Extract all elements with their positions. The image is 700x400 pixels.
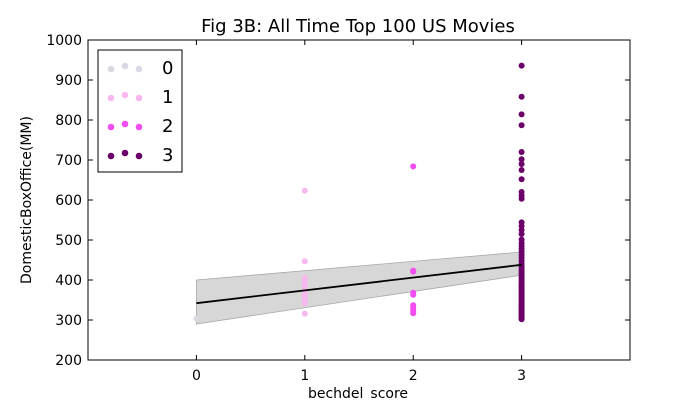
legend-marker-1 — [107, 94, 115, 102]
legend-marker-0 — [107, 65, 115, 73]
point-series-3 — [518, 122, 525, 129]
point-series-1 — [301, 310, 308, 317]
point-series-1 — [301, 300, 308, 307]
point-series-0 — [193, 315, 200, 322]
y-tick-label: 500 — [55, 233, 82, 249]
point-series-3 — [518, 93, 525, 100]
point-series-3 — [518, 167, 525, 173]
point-series-2 — [410, 163, 417, 170]
legend-label-2: 2 — [162, 116, 173, 137]
legend-label-3: 3 — [162, 145, 173, 166]
y-tick-label: 200 — [55, 353, 82, 369]
point-series-3 — [518, 195, 525, 202]
point-series-3 — [518, 111, 525, 118]
point-series-3 — [518, 149, 525, 155]
legend-label-0: 0 — [162, 58, 173, 79]
legend-marker-2 — [107, 123, 115, 131]
point-series-1 — [301, 258, 308, 265]
legend-label-1: 1 — [162, 87, 173, 108]
legend-marker-2 — [121, 120, 129, 128]
point-series-3 — [518, 176, 525, 183]
y-tick-label: 300 — [55, 313, 82, 329]
y-tick-label: 700 — [55, 153, 82, 169]
legend-marker-3 — [135, 152, 143, 160]
y-axis-label: DomesticBoxOffice(MM) — [19, 116, 35, 284]
y-tick-label: 1000 — [46, 33, 82, 49]
legend-marker-0 — [121, 62, 129, 70]
plot-area: 0 1 2 3 200 300 400 500 600 700 800 900 1000 — [46, 33, 631, 384]
regression-line — [196, 263, 522, 305]
point-series-3 — [518, 231, 525, 237]
x-tick-label: 1 — [300, 368, 309, 384]
x-tick-label: 0 — [192, 368, 201, 384]
point-series-3 — [518, 156, 525, 163]
confidence-band — [195, 251, 522, 325]
legend-marker-2 — [135, 123, 143, 131]
point-series-2 — [410, 291, 417, 298]
point-series-1 — [301, 187, 308, 194]
legend-marker-1 — [121, 91, 129, 99]
point-series-3 — [518, 62, 525, 69]
y-tick-label: 600 — [55, 193, 82, 209]
point-series-2 — [410, 268, 417, 275]
point-series-3 — [518, 161, 525, 167]
point-series-3 — [518, 316, 525, 323]
y-tick-label: 900 — [55, 73, 82, 89]
legend-marker-3 — [107, 152, 115, 160]
chart-title: Fig 3B: All Time Top 100 US Movies — [201, 16, 515, 37]
legend-marker-3 — [121, 149, 129, 157]
legend-marker-1 — [135, 94, 143, 102]
x-tick-label: 3 — [517, 368, 526, 384]
point-series-2 — [410, 310, 417, 317]
legend-marker-0 — [135, 65, 143, 73]
x-tick-label: 2 — [409, 368, 418, 384]
x-axis-label: bechdel_score — [308, 386, 408, 400]
y-tick-label: 400 — [55, 273, 82, 289]
y-tick-label: 800 — [55, 113, 82, 129]
legend: 0 1 2 3 — [97, 49, 183, 173]
